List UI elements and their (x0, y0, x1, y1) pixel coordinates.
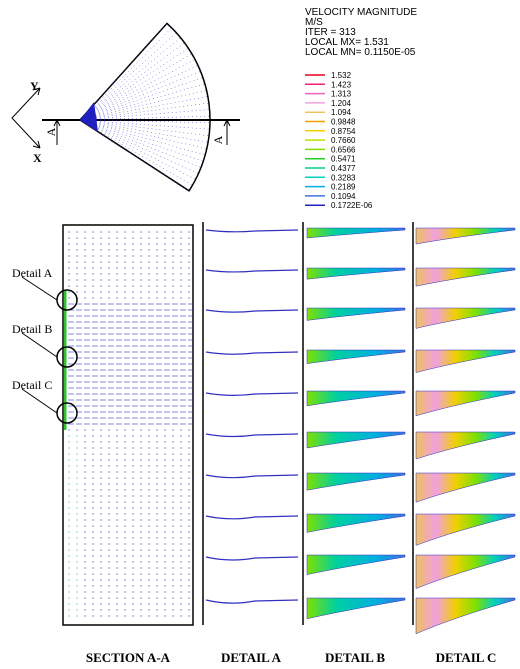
legend-value: 0.6566 (331, 145, 356, 154)
detail-b-wedge (307, 268, 405, 279)
detail-b-wedge (307, 598, 405, 619)
detail-a-profile (206, 475, 298, 478)
cut-arrow (54, 120, 230, 145)
detail-b-wedge (307, 308, 405, 320)
detail-c-wedge (416, 514, 515, 545)
legend-value: 0.3283 (331, 173, 356, 182)
vector-ray (80, 120, 208, 142)
legend-value: 1.532 (331, 71, 352, 80)
legend-value: 0.7660 (331, 136, 356, 145)
leader (22, 333, 57, 357)
detail-label: Detail C (12, 378, 52, 392)
vector-ray (80, 120, 205, 155)
detail-b-wedge (307, 432, 405, 448)
detail-a-profile (206, 352, 298, 354)
vector-ray (80, 43, 185, 120)
legend-value: 0.5471 (331, 155, 356, 164)
legend-value: 0.4377 (331, 164, 356, 173)
detail-c-wedge (416, 598, 515, 634)
legend-value: 1.094 (331, 108, 352, 117)
detail-circle (57, 403, 77, 423)
vector-ray (80, 71, 201, 120)
detail-c-wedge (416, 350, 515, 373)
axis-label: Y (30, 79, 39, 93)
detail-a-profile (206, 310, 298, 312)
detail-a-profile (206, 270, 298, 272)
caption: SECTION A-A (86, 650, 171, 665)
detail-circle (57, 347, 77, 367)
detail-b-wedge (307, 514, 405, 532)
vector-ray (80, 120, 203, 161)
cut-label: A (44, 127, 58, 136)
vector-ray (80, 110, 210, 120)
detail-a-profile (206, 434, 298, 437)
detail-b-wedge (307, 350, 405, 364)
sector (80, 23, 210, 190)
page: Y X A A Detail A Detail B Detail C SECTI… (0, 0, 520, 669)
cut-label: A (211, 135, 225, 144)
vector-ray (80, 84, 205, 120)
detail-c-wedge (416, 268, 515, 286)
vector-ray (80, 38, 181, 120)
caption: DETAIL C (436, 650, 497, 665)
detail-b-wedge (307, 228, 405, 238)
detail-c-wedge (416, 308, 515, 328)
figure: Y X A A Detail A Detail B Detail C SECTI… (0, 0, 520, 669)
legend-header: LOCAL MN= 0.1150E-05 (305, 47, 416, 58)
legend-value: 0.1722E-06 (331, 201, 373, 210)
detail-a-profile (206, 230, 298, 232)
vector-ray (80, 120, 207, 149)
detail-c-wedge (416, 432, 515, 459)
detail-a-profile (206, 600, 298, 603)
detail-c-wedge (416, 473, 515, 502)
drawing (12, 23, 515, 633)
detail-c-wedge (416, 555, 515, 589)
detail-b-wedge (307, 391, 405, 406)
detail-c-wedge (416, 228, 515, 244)
caption: DETAIL A (221, 650, 282, 665)
vector-ray (80, 59, 195, 120)
axis-label: X (33, 151, 42, 165)
legend-value: 1.423 (331, 80, 352, 89)
legend-value: 1.204 (331, 99, 352, 108)
caption: DETAIL B (325, 650, 385, 665)
detail-label: Detail A (12, 266, 53, 280)
detail-b-wedge (307, 473, 405, 490)
legend-value: 1.313 (331, 90, 352, 99)
legend-value: 0.1094 (331, 192, 356, 201)
vector-ray (80, 97, 208, 120)
vector-ray (80, 120, 198, 174)
detail-b-wedge (307, 555, 405, 575)
detail-a-profile (206, 557, 298, 560)
legend-value: 0.8754 (331, 127, 356, 136)
section-box (63, 225, 193, 625)
axes-icon (12, 88, 40, 148)
legend-value: 0.2189 (331, 183, 356, 192)
detail-a-profile (206, 393, 298, 395)
leader (22, 389, 57, 413)
legend-value: 0.9848 (331, 118, 356, 127)
detail-a-profile (206, 516, 298, 519)
apex-fan (80, 102, 98, 132)
detail-circle (57, 290, 77, 310)
detail-label: Detail B (12, 322, 52, 336)
detail-c-wedge (416, 391, 515, 416)
leader (22, 277, 57, 300)
vector-ray (80, 120, 201, 167)
